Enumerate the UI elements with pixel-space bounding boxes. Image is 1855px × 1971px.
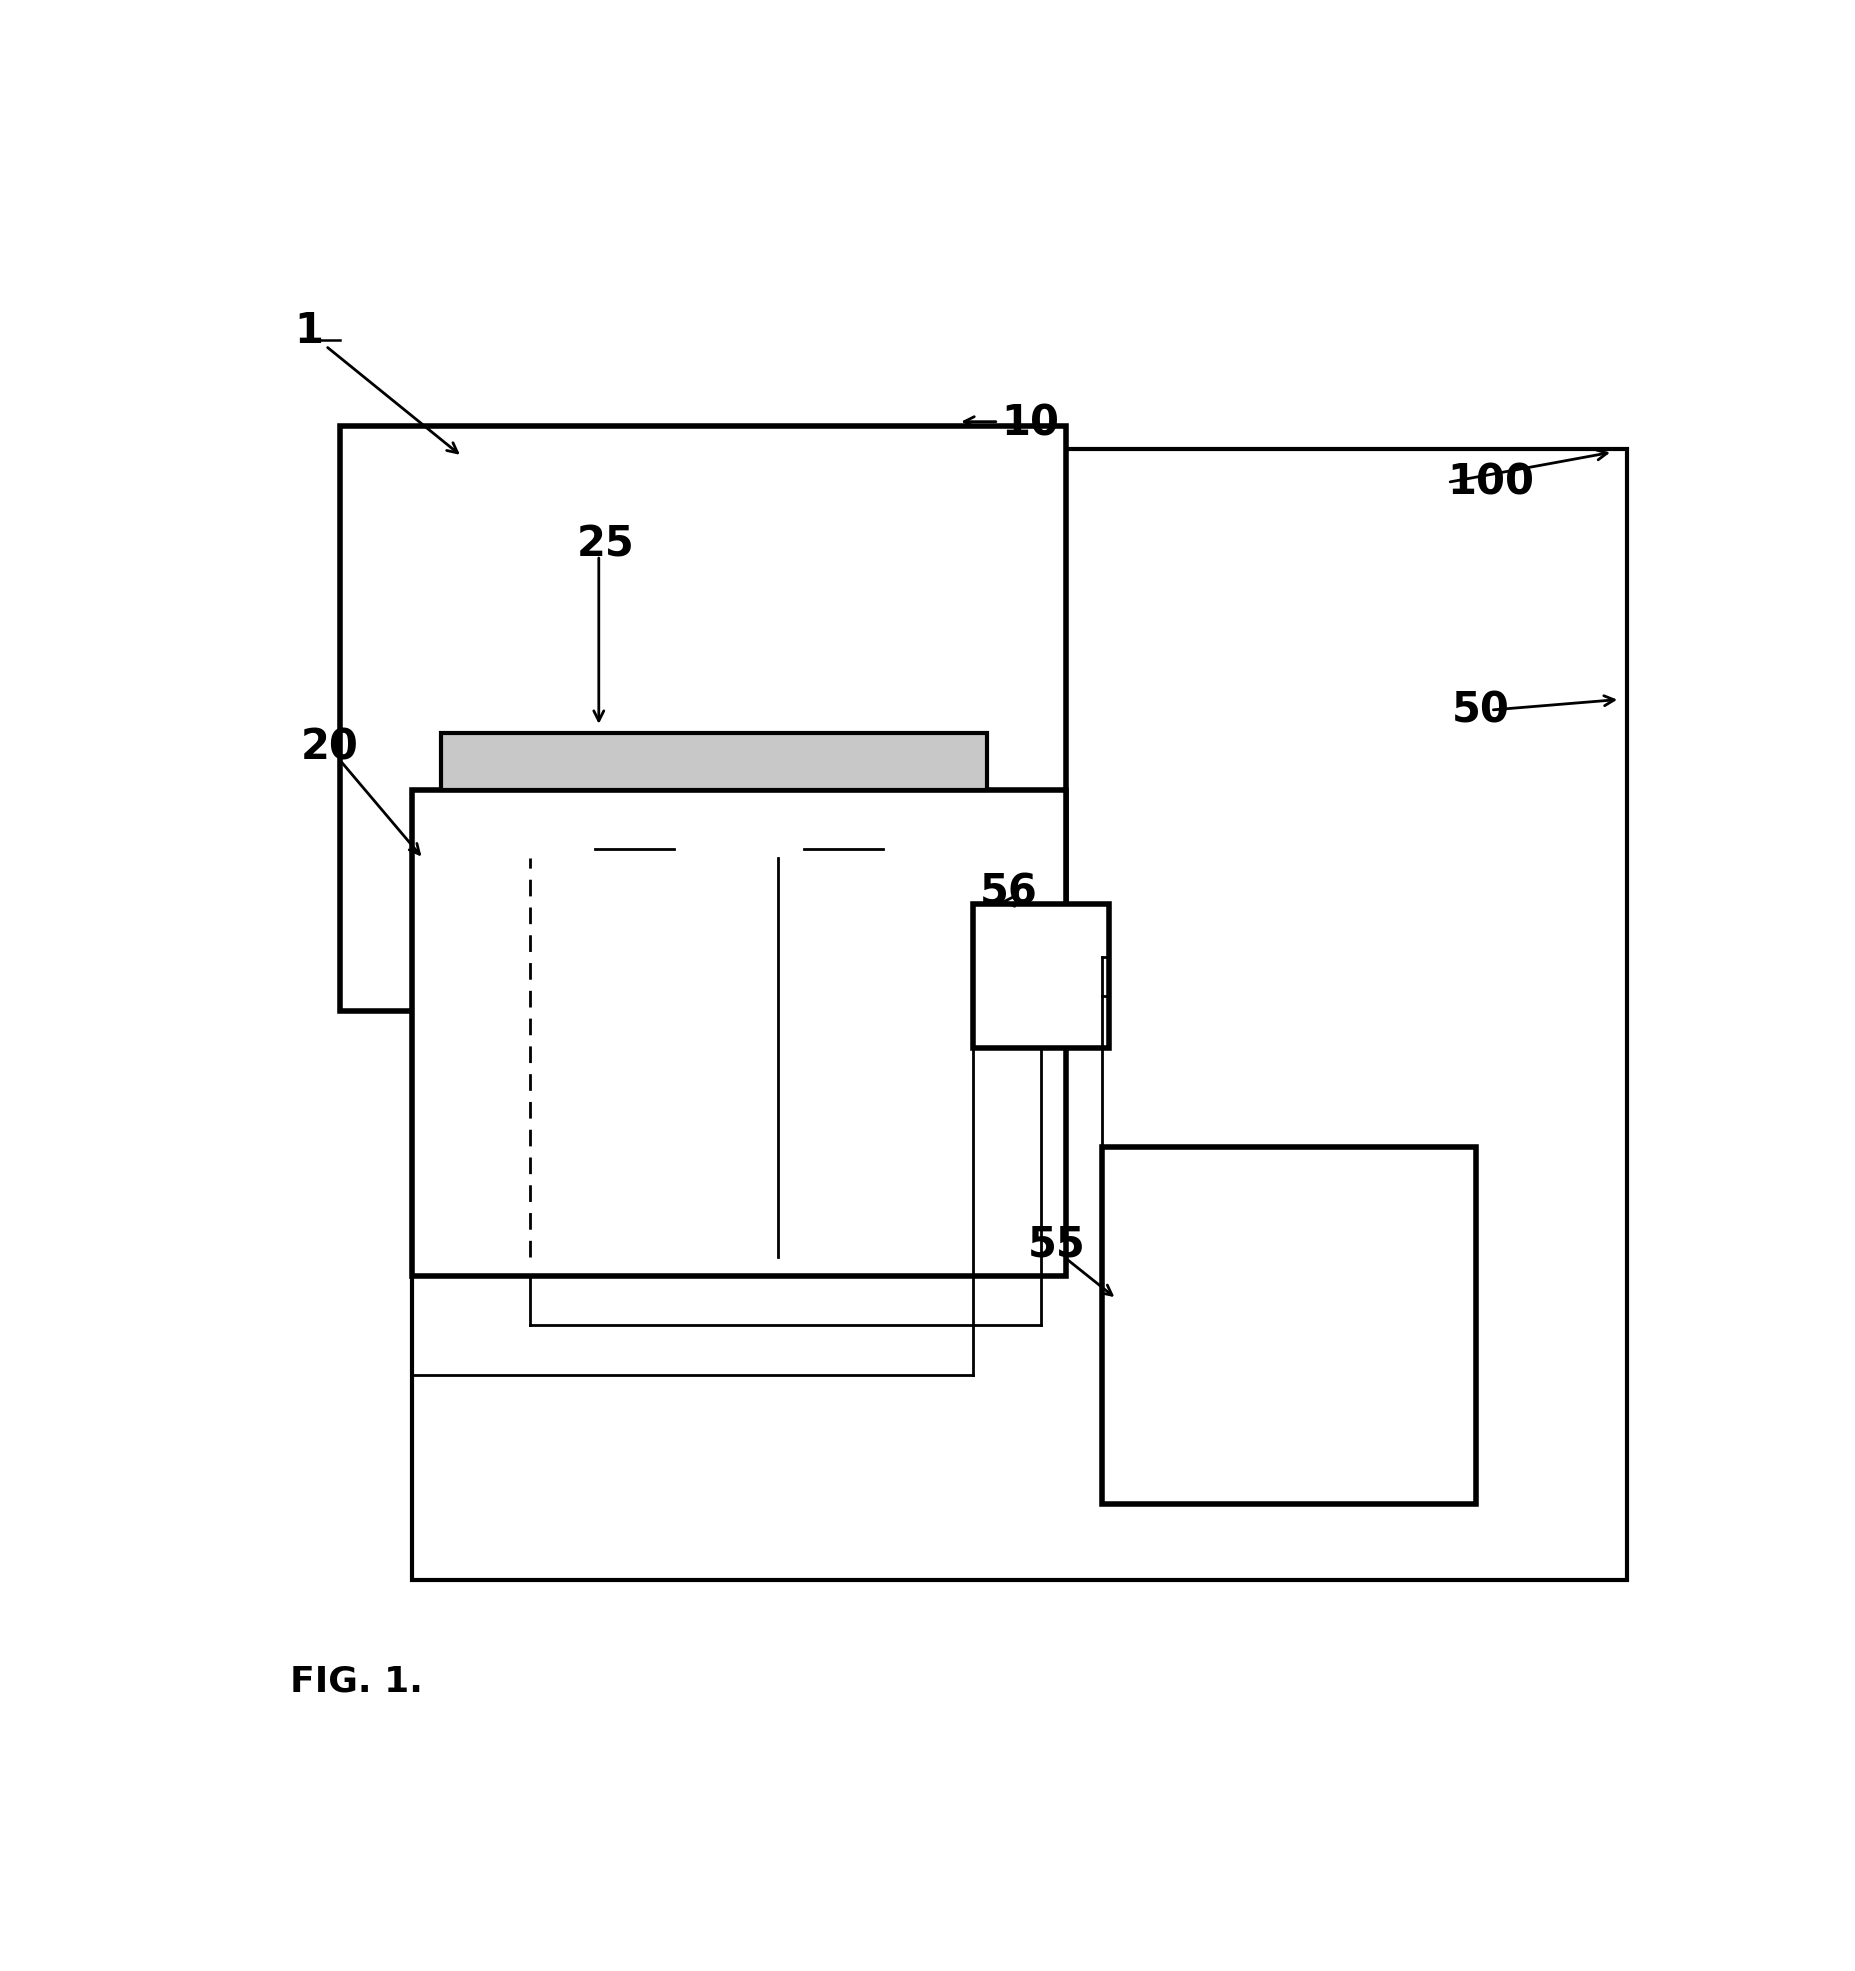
Text: 56: 56 — [979, 871, 1037, 913]
Text: 25: 25 — [577, 524, 634, 566]
Bar — [412, 790, 1067, 1275]
Text: 1: 1 — [293, 309, 323, 351]
Bar — [972, 905, 1109, 1049]
Text: 10: 10 — [1002, 402, 1059, 443]
Bar — [1102, 1147, 1475, 1504]
Bar — [412, 449, 1627, 1579]
Bar — [339, 426, 1067, 1011]
Text: 100: 100 — [1447, 461, 1534, 503]
Text: 20: 20 — [301, 727, 358, 769]
Text: FIG. 1.: FIG. 1. — [289, 1664, 423, 1699]
Text: 50: 50 — [1451, 690, 1508, 731]
Text: 55: 55 — [1028, 1224, 1085, 1265]
Bar — [440, 733, 987, 790]
